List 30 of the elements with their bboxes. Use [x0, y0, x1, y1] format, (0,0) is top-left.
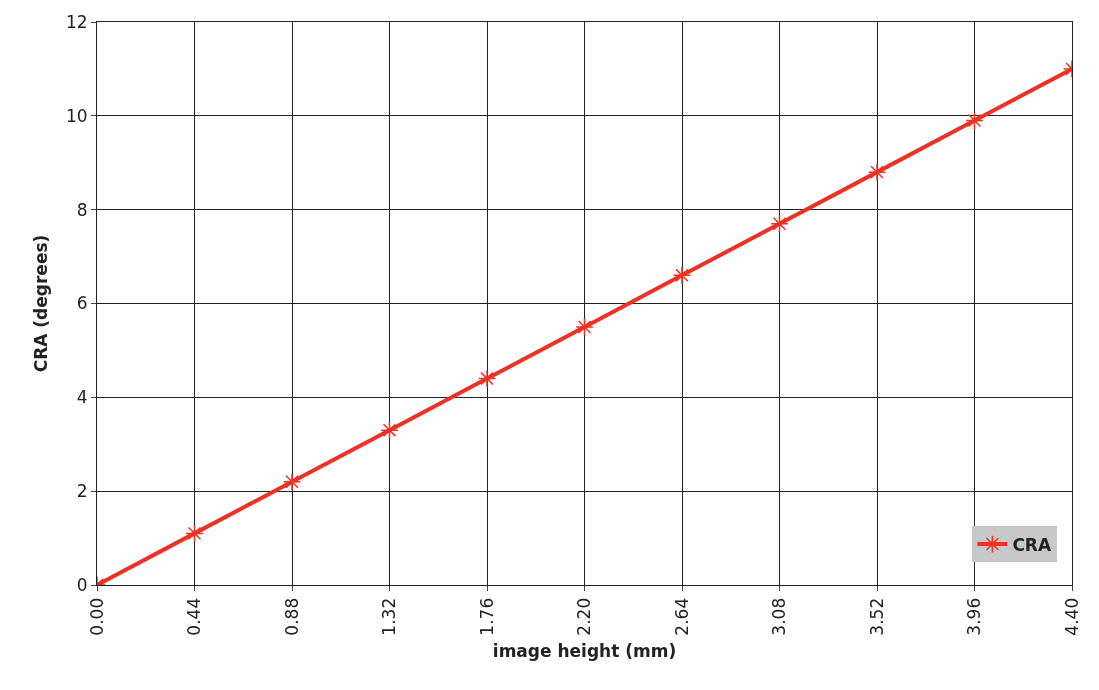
- x-tick-label: 2.64: [671, 597, 692, 636]
- point: [185, 524, 204, 543]
- x-tick-label: 1.76: [476, 597, 497, 636]
- x-tick-label: 4.40: [1061, 597, 1082, 636]
- x-tick-label: 2.20: [574, 597, 595, 636]
- x-tick-label: 3.96: [964, 597, 985, 636]
- point: [477, 369, 497, 388]
- point: [867, 162, 887, 182]
- x-tick-label: 0.44: [184, 597, 205, 636]
- point: [380, 421, 399, 440]
- y-tick-label: 12: [65, 11, 88, 32]
- x-tick-label: 1.32: [379, 597, 400, 636]
- point: [575, 317, 594, 337]
- x-tick-label: 3.52: [866, 597, 887, 636]
- point: [282, 472, 302, 491]
- y-tick-label: 4: [76, 387, 88, 408]
- x-tick-label: 0.88: [281, 597, 302, 636]
- legend-label: CRA: [1012, 534, 1052, 555]
- x-tick-label: 3.08: [769, 597, 790, 636]
- point: [770, 214, 789, 233]
- y-tick-label: 6: [76, 293, 88, 314]
- x-tick-label: 0.00: [86, 597, 107, 636]
- point: [672, 266, 692, 285]
- y-tick-label: 8: [76, 199, 88, 220]
- y-tick-label: 2: [76, 481, 88, 502]
- y-tick-label: 10: [65, 105, 88, 126]
- point: [965, 111, 984, 130]
- x-axis-title: image height (mm): [492, 641, 677, 662]
- y-axis-title: CRA (degrees): [30, 234, 51, 373]
- y-tick-label: 0: [76, 574, 88, 595]
